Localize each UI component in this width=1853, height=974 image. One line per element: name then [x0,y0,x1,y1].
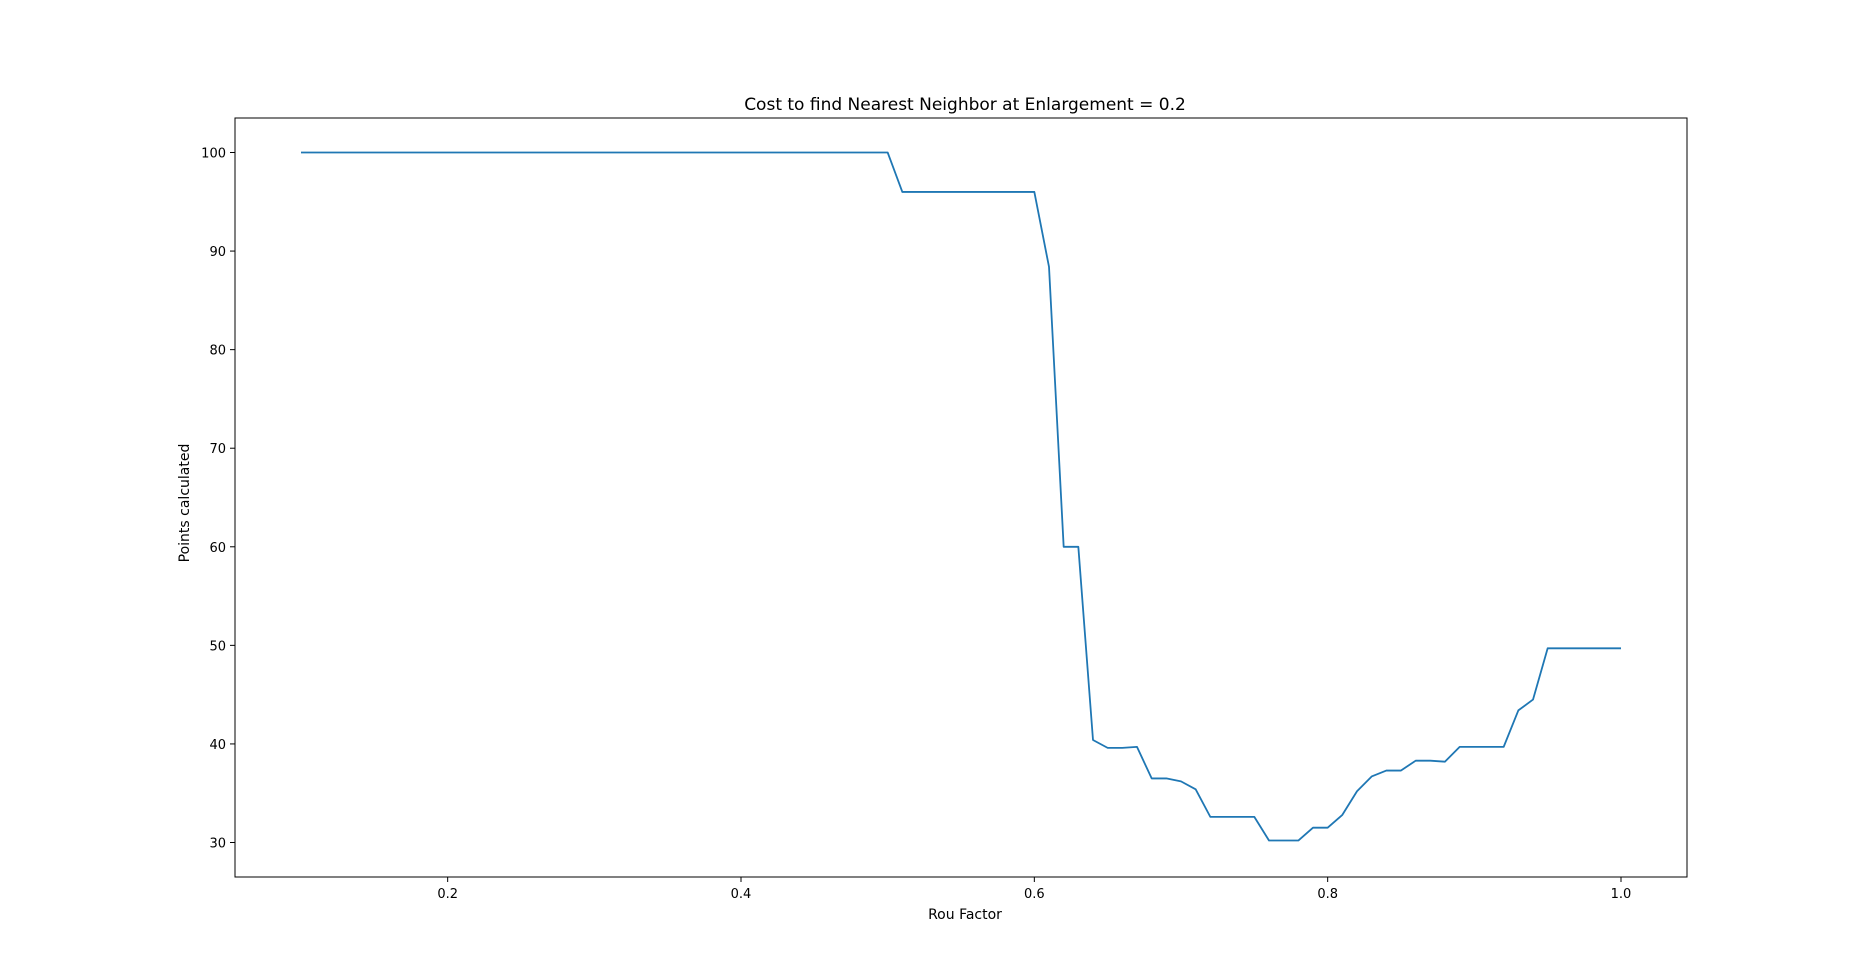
x-tick-label: 0.6 [1024,887,1045,902]
y-axis-label: Points calculated [177,444,193,563]
x-tick-label: 0.2 [437,887,458,902]
y-tick-label: 50 [209,639,226,654]
x-axis-label: Rou Factor [928,907,1002,923]
y-tick-label: 30 [209,837,226,852]
ticks-layer: 0.2 0.4 0.6 0.8 1.0 30 40 50 60 70 80 90 100 [201,147,1631,903]
x-tick-label: 0.4 [731,887,752,902]
x-tick-label: 0.8 [1317,887,1338,902]
y-tick-label: 90 [209,245,226,260]
series-layer [301,151,1621,842]
y-tick-label: 40 [209,738,226,753]
y-tick-label: 60 [209,541,226,556]
series-line [301,151,1621,842]
plot-area-frame [234,117,1688,878]
chart-title: Cost to find Nearest Neighbor at Enlarge… [744,95,1186,115]
y-tick-label: 80 [209,344,226,359]
y-tick-label: 70 [209,442,226,457]
x-tick-label: 1.0 [1611,887,1632,902]
y-tick-label: 100 [201,147,226,162]
